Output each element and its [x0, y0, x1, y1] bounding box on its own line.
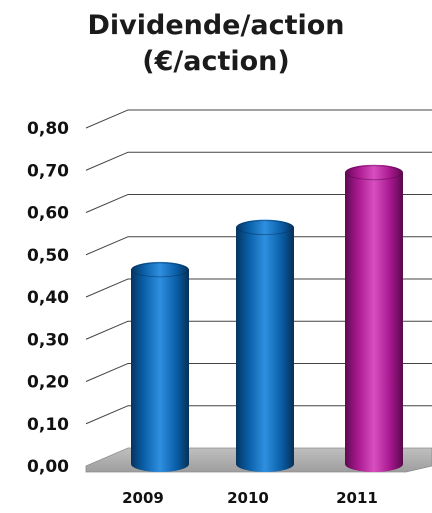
chart-title: Dividende/action [87, 10, 345, 41]
x-axis-categories: 2009 2010 2011 [122, 489, 378, 507]
y-tick-label: 0,70 [27, 161, 69, 181]
bar-body [131, 269, 189, 472]
bar-cap [236, 219, 294, 236]
y-tick-label: 0,80 [27, 119, 69, 139]
bar-2010 [236, 219, 294, 472]
gridline [85, 320, 432, 340]
chart-subtitle: (€/action) [142, 46, 290, 77]
x-category-label: 2009 [122, 489, 164, 507]
bar-cap-rim [345, 165, 403, 181]
gridline [85, 236, 432, 256]
bar-cap [131, 261, 189, 278]
y-tick-label: 0,10 [27, 415, 69, 435]
gridline [85, 194, 432, 213]
bar-2011 [345, 164, 403, 472]
x-category-label: 2011 [336, 489, 378, 507]
gridline [85, 109, 432, 129]
bar-cap-rim [131, 262, 189, 278]
gridline [85, 363, 432, 382]
bar-2009 [131, 261, 189, 472]
bars [131, 164, 403, 472]
gridline [85, 278, 432, 298]
y-tick-label: 0,40 [27, 288, 69, 308]
gridline [85, 151, 432, 171]
bar-body [345, 172, 403, 472]
chart-title-block: Dividende/action (€/action) [0, 8, 432, 80]
y-tick-label: 0,00 [27, 457, 69, 477]
y-tick-label: 0,20 [27, 373, 69, 393]
bar-body [236, 227, 294, 472]
y-tick-label: 0,50 [27, 246, 69, 266]
y-axis-ticks: 0,00 0,10 0,20 0,30 0,40 0,50 0,60 0,70 0,80 [27, 119, 69, 477]
y-tick-label: 0,30 [27, 330, 69, 350]
gridlines [85, 109, 432, 425]
bar-cap-rim [236, 220, 294, 236]
gridline [85, 405, 432, 425]
y-tick-label: 0,60 [27, 204, 69, 224]
bar-cap [345, 164, 403, 181]
x-category-label: 2010 [227, 489, 269, 507]
